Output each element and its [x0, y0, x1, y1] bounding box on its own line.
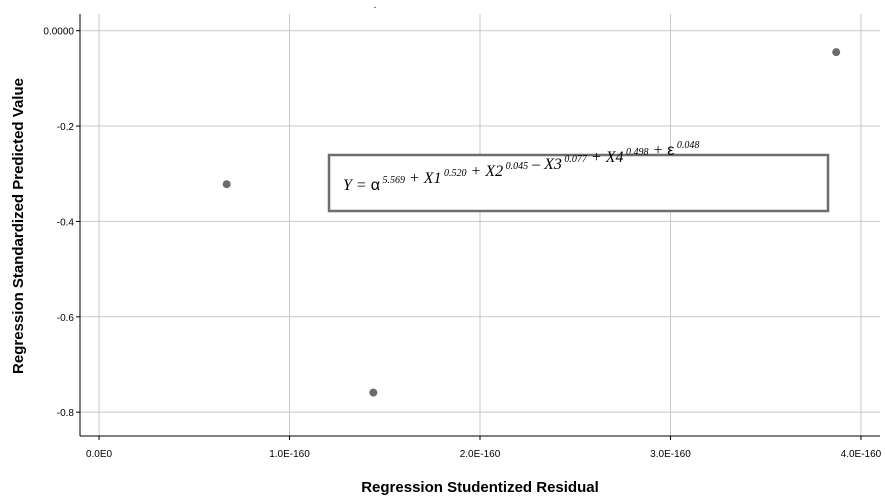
- equation-part: 0.498: [623, 147, 648, 158]
- y-tick-label: -0.4: [57, 217, 75, 228]
- data-point: [832, 48, 841, 57]
- y-tick-labels: 0.0000 -0.2 -0.4 -0.6 -0.8: [43, 27, 80, 419]
- equation-part: 0.520: [442, 168, 467, 179]
- x-tick-label: 1.0E-160: [269, 449, 310, 460]
- grid-lines: [80, 14, 880, 436]
- data-point: [222, 180, 231, 189]
- equation-part: +: [648, 142, 667, 159]
- equation-part: X1: [423, 170, 442, 187]
- y-tick-label: 0.0000: [43, 27, 74, 38]
- x-axis-title: Regression Studentized Residual: [361, 479, 599, 496]
- y-tick-label: -0.2: [57, 122, 75, 133]
- equation-part: X3: [543, 156, 562, 173]
- equation-part: +: [587, 149, 606, 166]
- equation-box: [327, 153, 830, 213]
- equation-part: Y: [343, 177, 354, 194]
- equation-part: =: [352, 177, 371, 194]
- y-axis-title: Regression Standardized Predicted Value: [10, 78, 27, 374]
- data-points: [222, 48, 841, 397]
- chart-title: .: [374, 0, 377, 11]
- equation-part: 0.045: [503, 161, 528, 172]
- equation-part: +: [405, 170, 424, 187]
- equation-part: +: [467, 163, 486, 180]
- equation-part: –: [528, 156, 544, 173]
- equation-part: X2: [484, 163, 503, 180]
- y-tick-label: -0.6: [57, 313, 75, 324]
- y-tick-label: -0.8: [57, 408, 75, 419]
- equation-part: 0.077: [562, 154, 588, 165]
- equation-part: 5.569: [380, 175, 405, 186]
- equation-part: α: [371, 177, 380, 194]
- equation-annotation: Y = α 5.569 + X1 0.520 + X2 0.045 – X3 0…: [327, 140, 830, 213]
- x-tick-label: 2.0E-160: [460, 449, 501, 460]
- x-tick-label: 3.0E-160: [650, 449, 691, 460]
- x-tick-label: 0.0E0: [86, 449, 113, 460]
- equation-part: X4: [605, 149, 624, 166]
- x-tick-labels: 0.0E0 1.0E-160 2.0E-160 3.0E-160 4.0E-160: [86, 436, 882, 460]
- equation-part: ε: [667, 142, 674, 159]
- data-point: [369, 388, 378, 397]
- x-tick-label: 4.0E-160: [841, 449, 882, 460]
- equation-part: 0.048: [674, 140, 699, 151]
- equation-text: Y = α 5.569 + X1 0.520 + X2 0.045 – X3 0…: [343, 140, 699, 194]
